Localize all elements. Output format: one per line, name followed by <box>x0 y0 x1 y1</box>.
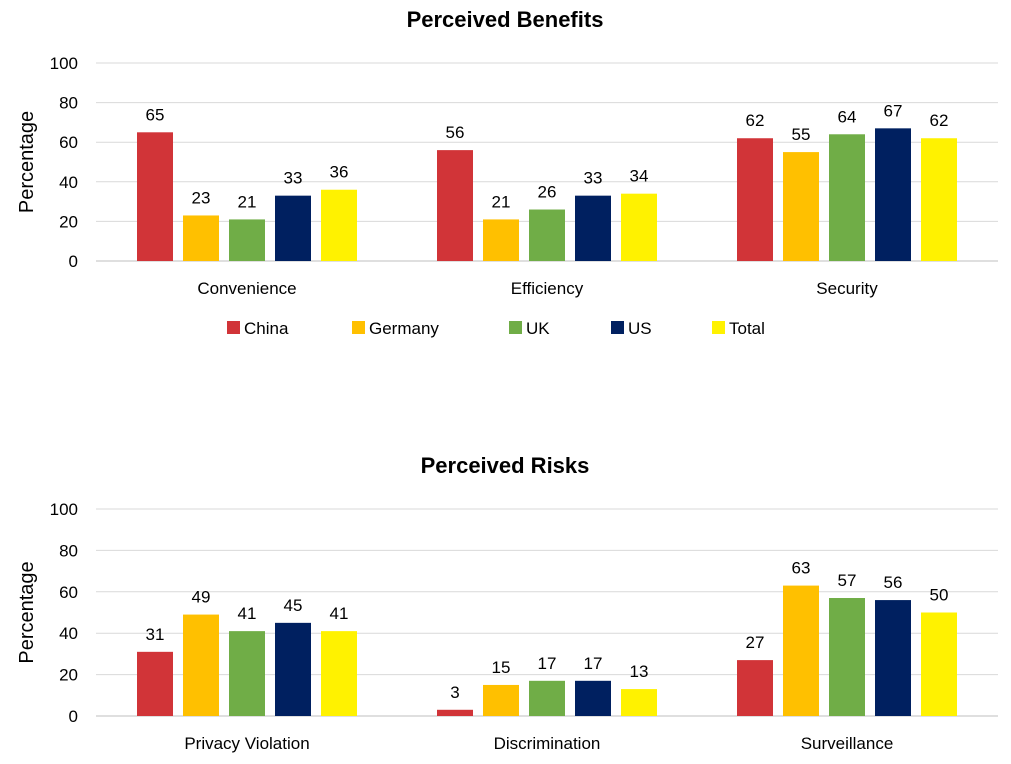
data-label: 3 <box>450 683 459 702</box>
perceived-risks-chart: Perceived Risks Percentage 0 20 40 60 80 100 31 4… <box>0 448 1011 764</box>
bar-us-discrimination <box>575 680 611 716</box>
perceived-benefits-svg: Perceived Benefits Percentage 0 20 40 60 80 100… <box>16 7 998 338</box>
y-tick-label: 100 <box>50 500 78 519</box>
data-label: 49 <box>192 588 211 607</box>
bar-china-privacy-violation <box>137 651 173 716</box>
bar-us-convenience <box>275 195 311 261</box>
chart-title: Perceived Risks <box>421 453 590 478</box>
category-label: Convenience <box>197 279 296 298</box>
data-label: 23 <box>192 188 211 207</box>
data-label: 17 <box>538 654 557 673</box>
bar-uk-privacy-violation <box>229 631 265 716</box>
bar-uk-efficiency <box>529 209 565 261</box>
bar-germany-surveillance <box>783 585 819 716</box>
bar-china-surveillance <box>737 660 773 716</box>
category-label: Security <box>816 279 878 298</box>
data-label: 36 <box>330 163 349 182</box>
data-label: 55 <box>792 125 811 144</box>
y-tick-label: 60 <box>59 133 78 152</box>
bar-china-discrimination <box>437 709 473 716</box>
bar-uk-convenience <box>229 219 265 261</box>
data-label: 41 <box>330 604 349 623</box>
legend-swatch-total <box>712 321 725 334</box>
data-label: 31 <box>146 625 165 644</box>
data-label: 62 <box>930 111 949 130</box>
bar-us-efficiency <box>575 195 611 261</box>
bar-uk-security <box>829 134 865 261</box>
data-label: 50 <box>930 586 949 605</box>
legend-label-china: China <box>244 319 289 338</box>
y-tick-label: 100 <box>50 54 78 73</box>
data-label: 67 <box>884 101 903 120</box>
y-tick-label: 20 <box>59 666 78 685</box>
data-label: 63 <box>792 559 811 578</box>
y-tick-label: 20 <box>59 212 78 231</box>
y-tick-label: 60 <box>59 583 78 602</box>
legend-label-total: Total <box>729 319 765 338</box>
y-tick-label: 0 <box>69 707 78 726</box>
bar-china-security <box>737 138 773 261</box>
category-label: Surveillance <box>801 734 894 753</box>
legend-swatch-us <box>611 321 624 334</box>
data-label: 13 <box>630 662 649 681</box>
bar-uk-discrimination <box>529 680 565 716</box>
data-label: 21 <box>238 192 257 211</box>
legend-label-uk: UK <box>526 319 550 338</box>
bar-total-discrimination <box>621 689 657 716</box>
data-label: 56 <box>884 573 903 592</box>
y-axis-label: Percentage <box>16 111 38 213</box>
bar-germany-convenience <box>183 215 219 261</box>
legend-label-us: US <box>628 319 652 338</box>
data-label: 56 <box>446 123 465 142</box>
perceived-risks-svg: Perceived Risks Percentage 0 20 40 60 80 100 31 4… <box>16 453 998 753</box>
bar-us-privacy-violation <box>275 622 311 716</box>
bar-total-privacy-violation <box>321 631 357 716</box>
bar-germany-privacy-violation <box>183 614 219 716</box>
category-label: Discrimination <box>494 734 601 753</box>
data-label: 26 <box>538 183 557 202</box>
bar-us-surveillance <box>875 600 911 716</box>
y-tick-label: 80 <box>59 541 78 560</box>
y-tick-label: 40 <box>59 173 78 192</box>
bar-uk-surveillance <box>829 598 865 716</box>
y-tick-label: 0 <box>69 252 78 271</box>
bar-total-security <box>921 138 957 261</box>
data-label: 17 <box>584 654 603 673</box>
bar-total-surveillance <box>921 612 957 716</box>
data-label: 65 <box>146 105 165 124</box>
data-label: 62 <box>746 111 765 130</box>
data-label: 21 <box>492 192 511 211</box>
data-label: 34 <box>630 167 649 186</box>
perceived-benefits-chart: Perceived Benefits Percentage 0 20 40 60 80 100… <box>0 0 1011 350</box>
bar-us-security <box>875 128 911 261</box>
y-tick-label: 80 <box>59 94 78 113</box>
chart-title: Perceived Benefits <box>407 7 604 32</box>
legend-swatch-uk <box>509 321 522 334</box>
data-label: 41 <box>238 604 257 623</box>
bar-china-convenience <box>137 132 173 261</box>
legend-label-germany: Germany <box>369 319 439 338</box>
data-label: 33 <box>584 169 603 188</box>
data-label: 15 <box>492 658 511 677</box>
legend-swatch-china <box>227 321 240 334</box>
bar-germany-efficiency <box>483 219 519 261</box>
category-label: Efficiency <box>511 279 584 298</box>
bar-china-efficiency <box>437 150 473 261</box>
data-label: 45 <box>284 596 303 615</box>
y-tick-label: 40 <box>59 624 78 643</box>
bar-germany-security <box>783 152 819 261</box>
bar-total-efficiency <box>621 193 657 261</box>
data-label: 57 <box>838 571 857 590</box>
data-label: 27 <box>746 633 765 652</box>
category-label: Privacy Violation <box>184 734 309 753</box>
bar-total-convenience <box>321 189 357 261</box>
data-label: 64 <box>838 107 857 126</box>
data-label: 33 <box>284 169 303 188</box>
legend-swatch-germany <box>352 321 365 334</box>
bar-germany-discrimination <box>483 684 519 716</box>
y-axis-label: Percentage <box>16 561 38 663</box>
